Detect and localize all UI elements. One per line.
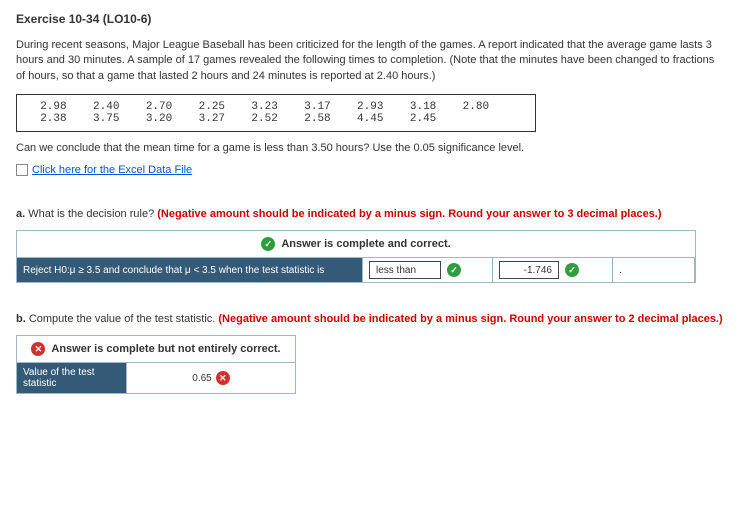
data-table: 2.98 2.40 2.70 2.25 3.23 3.17 2.93 3.18 … — [16, 94, 536, 132]
answer-row-b: Value of the test statistic 0.65 ✕ — [17, 363, 295, 393]
stat-value-cell-b: 0.65 ✕ — [127, 363, 295, 393]
x-icon: ✕ — [216, 371, 230, 385]
answer-row-a: Reject H0:μ ≥ 3.5 and conclude that μ < … — [17, 258, 695, 282]
part-b-note: (Negative amount should be indicated by … — [218, 313, 722, 325]
exercise-title: Exercise 10-34 (LO10-6) — [16, 12, 726, 26]
part-a-note: (Negative amount should be indicated by … — [157, 208, 661, 220]
check-icon: ✓ — [447, 263, 461, 277]
part-a-label: a. What is the decision rule? (Negative … — [16, 208, 726, 220]
comparison-value: less than — [376, 265, 416, 276]
value-cell-a: -1.746 ✓ — [493, 258, 613, 282]
trailing-cell: . — [613, 258, 695, 282]
check-icon: ✓ — [565, 263, 579, 277]
file-link-text: Click here for the Excel Data File — [32, 164, 192, 176]
banner-a: ✓ Answer is complete and correct. — [17, 231, 695, 258]
answer-block-a: ✓ Answer is complete and correct. Reject… — [16, 230, 696, 283]
part-a-text: What is the decision rule? — [25, 208, 157, 220]
excel-file-link[interactable]: Click here for the Excel Data File — [16, 164, 192, 176]
banner-b: ✕ Answer is complete but not entirely co… — [17, 336, 295, 363]
critical-value-input[interactable]: -1.746 — [499, 261, 559, 279]
part-b-label: b. Compute the value of the test statist… — [16, 313, 726, 325]
part-b-prefix: b. — [16, 313, 26, 325]
critical-value: -1.746 — [524, 265, 552, 276]
banner-b-text: Answer is complete but not entirely corr… — [51, 343, 280, 355]
intro-paragraph: During recent seasons, Major League Base… — [16, 38, 716, 84]
part-b-text: Compute the value of the test statistic. — [26, 313, 219, 325]
data-row-2: 2.38 3.75 3.20 3.27 2.52 2.58 4.45 2.45 — [27, 113, 525, 125]
answer-block-b: ✕ Answer is complete but not entirely co… — [16, 335, 296, 394]
rule-text-cell: Reject H0:μ ≥ 3.5 and conclude that μ < … — [17, 258, 363, 282]
stat-label-b: Value of the test statistic — [17, 363, 127, 393]
file-icon — [16, 164, 28, 176]
part-a-prefix: a. — [16, 208, 25, 220]
selector-cell: less than ✓ — [363, 258, 493, 282]
data-row-1: 2.98 2.40 2.70 2.25 3.23 3.17 2.93 3.18 … — [27, 101, 525, 113]
question-text: Can we conclude that the mean time for a… — [16, 142, 726, 154]
x-icon: ✕ — [31, 342, 45, 356]
banner-a-text: Answer is complete and correct. — [281, 238, 450, 250]
test-statistic-value: 0.65 — [192, 373, 211, 384]
check-icon: ✓ — [261, 237, 275, 251]
comparison-select[interactable]: less than — [369, 261, 441, 279]
